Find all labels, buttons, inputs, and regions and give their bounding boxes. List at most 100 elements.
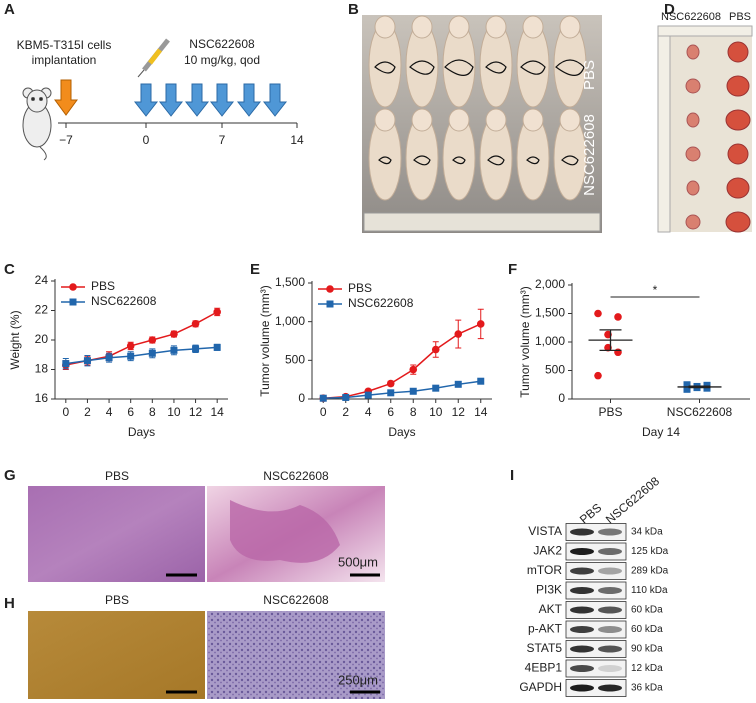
tumor <box>685 78 701 94</box>
tumor-outline <box>561 155 579 166</box>
group-label: PBS <box>105 593 129 607</box>
lane-label: PBS <box>577 501 604 527</box>
tumor <box>686 180 700 196</box>
histology-g: PBS NSC622608 500μm <box>28 469 385 582</box>
mouse-head <box>559 15 581 39</box>
data-point <box>105 354 113 362</box>
tumor-outline <box>485 61 507 74</box>
tumor <box>726 75 750 97</box>
x-tick-label: 14 <box>474 405 488 419</box>
data-point <box>364 391 372 399</box>
blot-band <box>570 567 594 575</box>
dose-label: 10 mg/kg, qod <box>184 53 260 67</box>
x-tick-label: 10 <box>429 405 443 419</box>
data-point <box>319 394 327 402</box>
tumor <box>686 112 700 128</box>
data-point <box>431 345 440 354</box>
significance-label: * <box>653 283 658 297</box>
mouse-head <box>374 108 396 132</box>
data-point <box>62 360 70 368</box>
kda-label: 12 kDa <box>631 663 663 674</box>
injection-arrow <box>236 83 262 117</box>
mouse-head <box>411 15 433 39</box>
y-tick-label: 22 <box>35 303 49 317</box>
data-point <box>387 389 395 397</box>
y-tick-label: 500 <box>545 363 565 377</box>
data-point <box>409 387 417 395</box>
data-point <box>342 393 350 401</box>
data-point <box>170 346 178 354</box>
data-point <box>148 349 156 357</box>
tumor <box>726 177 750 199</box>
x-tick-label: 12 <box>452 405 466 419</box>
x-tick-label: 4 <box>106 405 113 419</box>
tumor <box>727 41 749 63</box>
blot-band <box>598 606 622 614</box>
blot-band <box>598 645 622 653</box>
protein-label: mTOR <box>527 563 562 577</box>
x-tick-label: 8 <box>410 405 417 419</box>
tumor <box>727 143 749 165</box>
implant-arrow <box>54 79 78 116</box>
data-point <box>83 357 91 365</box>
tumor-outline <box>555 59 585 76</box>
mouse-head <box>448 15 470 39</box>
mouse-head <box>522 15 544 39</box>
data-point <box>614 313 622 321</box>
legend-marker <box>69 298 77 306</box>
blot-band <box>570 665 594 672</box>
y-tick-label: 24 <box>35 273 49 287</box>
mouse-head <box>485 108 507 132</box>
data-point <box>476 320 485 328</box>
protein-label: 4EBP1 <box>525 661 563 675</box>
blot-band <box>598 528 622 536</box>
panel-letter: C <box>4 261 15 278</box>
panel-letter: B <box>348 1 359 18</box>
blot-strip <box>565 581 627 600</box>
group-label: NSC622608 <box>661 11 721 23</box>
data-point <box>192 345 200 353</box>
y-tick-label: 1,000 <box>275 314 305 328</box>
data-point <box>148 336 157 344</box>
kda-label: 34 kDa <box>631 527 663 538</box>
blot-band <box>570 528 594 536</box>
kda-label: 289 kDa <box>631 566 669 577</box>
group-label: NSC622608 <box>263 593 329 607</box>
panel-letter: G <box>4 467 16 484</box>
blot-strip <box>565 620 627 639</box>
sem-bar <box>688 385 711 389</box>
y-tick-label: 16 <box>35 391 49 405</box>
tumor-outline <box>487 155 505 166</box>
panel-letter: D <box>664 1 675 18</box>
legend-label: PBS <box>91 279 115 293</box>
tumor <box>685 146 701 162</box>
x-tick-label: 10 <box>167 405 181 419</box>
series-line <box>323 380 481 399</box>
x-tick-label: 0 <box>320 405 327 419</box>
y-tick-label: 18 <box>35 362 49 376</box>
kda-label: 90 kDa <box>631 644 663 655</box>
timeline-tick-label: 7 <box>219 133 226 147</box>
injection-arrows <box>133 83 288 117</box>
y-tick-label: 1,500 <box>275 275 305 289</box>
tumor <box>725 211 751 233</box>
panel-letter: A <box>4 1 15 18</box>
injection-arrow <box>158 83 184 117</box>
x-tick-label: 2 <box>84 405 91 419</box>
injection-arrow <box>184 83 210 117</box>
mouse-head <box>522 108 544 132</box>
y-axis-label: Weight (%) <box>8 310 22 369</box>
blot-strip <box>565 679 627 697</box>
blot-band <box>598 684 622 692</box>
mouse-icon <box>22 87 52 161</box>
protein-label: STAT5 <box>526 641 562 655</box>
group-label: NSC622608 <box>581 114 598 196</box>
data-point <box>432 384 440 392</box>
protein-label: GAPDH <box>519 680 562 694</box>
tumor-outline <box>409 60 435 75</box>
injection-arrow <box>133 83 159 117</box>
x-tick-label: 14 <box>211 405 225 419</box>
blot-band <box>570 606 594 614</box>
x-tick-label: 2 <box>342 405 349 419</box>
histology-h: PBS NSC622608 250μm <box>28 593 385 699</box>
